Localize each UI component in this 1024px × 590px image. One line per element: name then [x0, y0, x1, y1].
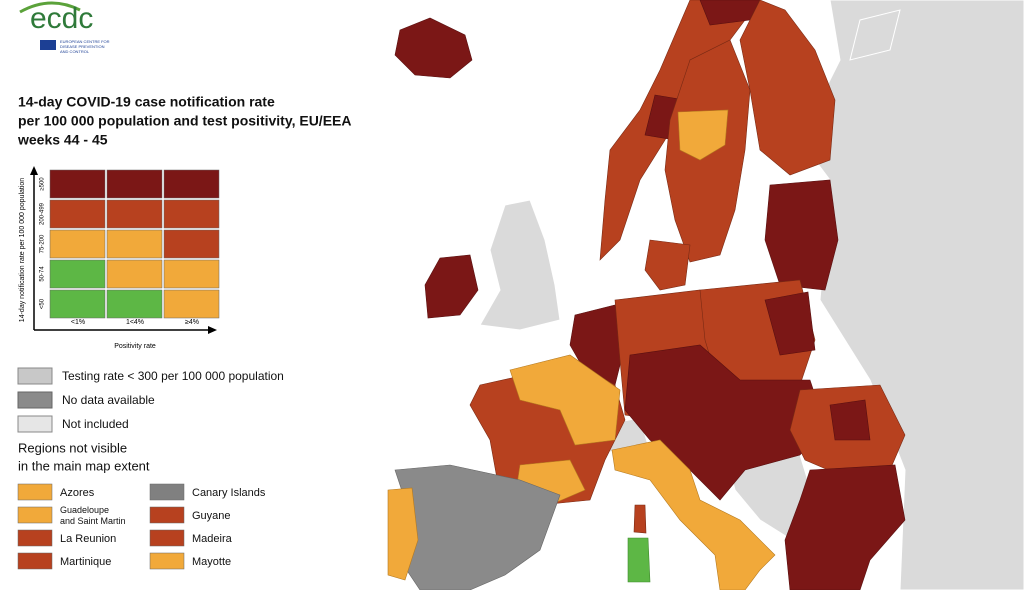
region-swatch	[149, 529, 185, 547]
region-label: Martinique	[60, 556, 111, 568]
matrix-cell	[49, 259, 106, 289]
matrix-cell	[106, 259, 163, 289]
matrix-row-label: 75-200	[40, 234, 46, 253]
region-label: Guyane	[192, 510, 231, 522]
regions-legend: Azores Canary Islands Guadeloupe and Saint …	[17, 483, 266, 570]
matrix-cell	[106, 169, 163, 199]
matrix-cell	[163, 199, 220, 229]
region-swatch	[17, 552, 53, 570]
logo-subtitle: EUROPEAN CENTRE FOR	[60, 39, 110, 44]
map	[387, 0, 1024, 590]
title-line: 14-day COVID-19 case notification rate	[18, 94, 275, 110]
region-swatch	[149, 483, 185, 501]
matrix-cell	[106, 229, 163, 259]
region-label: Guadeloupe and Saint Martin	[60, 505, 126, 526]
matrix-cell	[49, 229, 106, 259]
region-swatch	[149, 552, 185, 570]
region-label: Madeira	[192, 533, 233, 545]
logo-subtitle: DISEASE PREVENTION	[60, 44, 105, 49]
region-label-part: Guadeloupe	[60, 505, 109, 515]
matrix-row-label: <50	[40, 298, 46, 309]
region-label-part: and Saint Martin	[60, 516, 126, 526]
region-swatch	[17, 483, 53, 501]
region-label: Canary Islands	[192, 487, 266, 499]
region-label: Azores	[60, 487, 95, 499]
matrix-row-label: 200-499	[40, 202, 46, 225]
matrix: 14-day notification rate per 100 000 pop…	[19, 166, 220, 350]
matrix-cell	[163, 169, 220, 199]
legend: Testing rate < 300 per 100 000 populatio…	[17, 367, 284, 473]
matrix-x-label: Positivity rate	[114, 343, 156, 350]
region-swatch	[17, 506, 53, 524]
matrix-cell	[106, 289, 163, 319]
matrix-y-label: 14-day notification rate per 100 000 pop…	[19, 178, 26, 322]
matrix-cell	[163, 259, 220, 289]
matrix-cell	[106, 199, 163, 229]
logo: ecdc EUROPEAN CENTRE FOR DISEASE PREVENT…	[19, 1, 110, 54]
region-swatch	[149, 506, 185, 524]
legend-label: No data available	[62, 393, 155, 407]
matrix-column-label: <1%	[71, 319, 85, 326]
title-line: per 100 000 population and test positivi…	[18, 113, 351, 129]
logo-name: ecdc	[30, 2, 93, 35]
matrix-column-label: ≥4%	[185, 319, 199, 326]
matrix-column-label: 1<4%	[126, 319, 144, 326]
region-swatch	[17, 529, 53, 547]
legend-label: Testing rate < 300 per 100 000 populatio…	[62, 369, 284, 383]
title: 14-day COVID-19 case notification rate p…	[17, 94, 351, 148]
legend-label: Not included	[62, 417, 129, 431]
matrix-cell	[163, 289, 220, 319]
regions-heading: Regions not visible	[18, 440, 127, 455]
matrix-cell	[49, 199, 106, 229]
matrix-cell	[49, 169, 106, 199]
region-label: La Reunion	[60, 533, 116, 545]
regions-heading: in the main map extent	[18, 458, 150, 473]
matrix-row-label: 50-74	[40, 266, 46, 282]
title-line: weeks 44 - 45	[17, 132, 108, 148]
matrix-cell	[49, 289, 106, 319]
region-label: Mayotte	[192, 556, 231, 568]
matrix-cell	[163, 229, 220, 259]
matrix-row-label: ≥500	[40, 177, 46, 191]
logo-subtitle: AND CONTROL	[60, 49, 90, 54]
